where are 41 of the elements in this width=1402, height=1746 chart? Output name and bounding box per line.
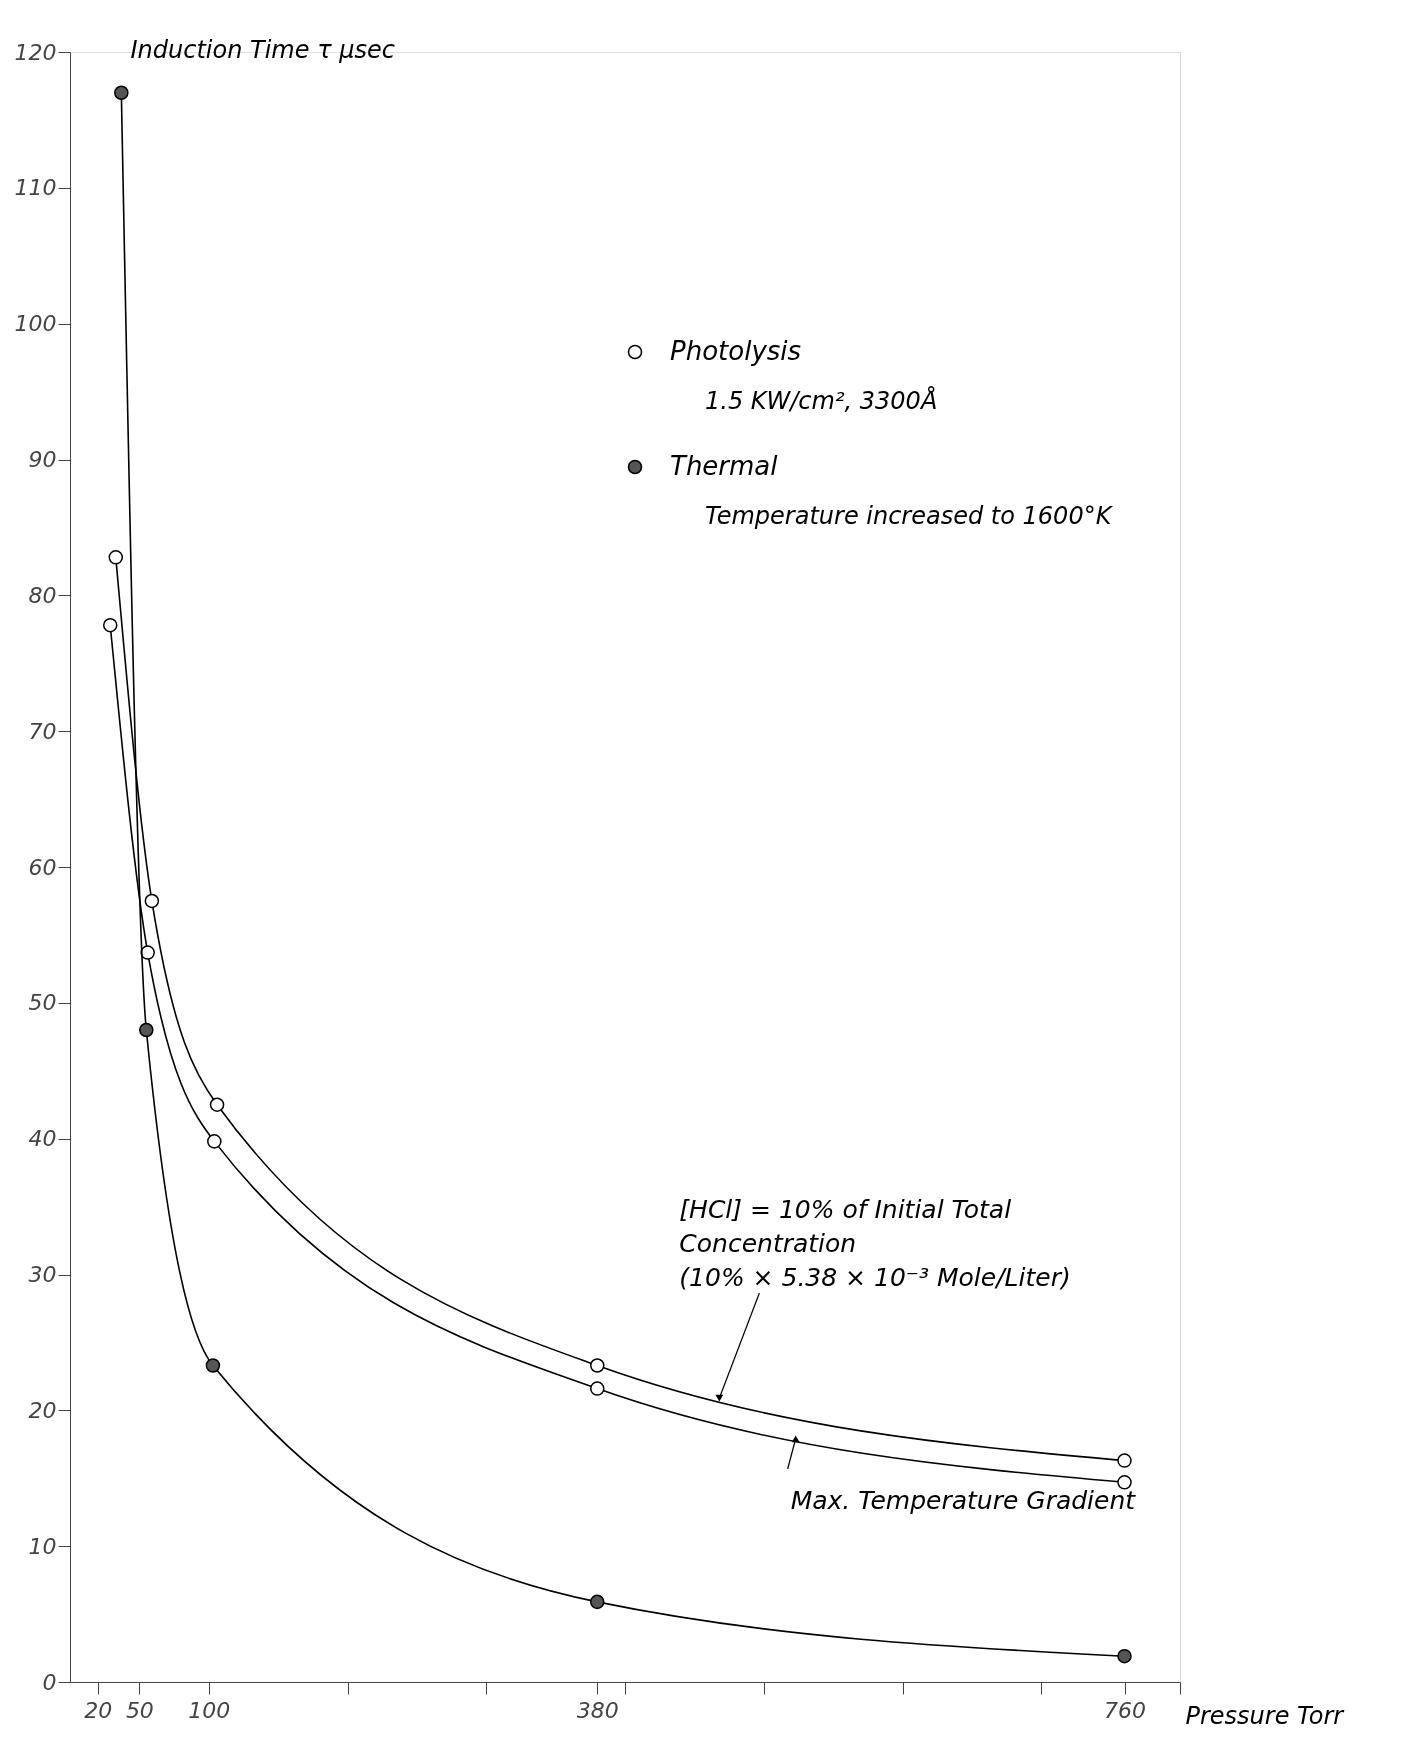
y-tick-label: 0 — [42, 1669, 57, 1695]
x-tick-label: 760 — [1104, 1697, 1146, 1723]
point — [589, 1594, 605, 1610]
point — [1117, 1475, 1132, 1490]
point — [144, 893, 160, 909]
point — [1117, 1453, 1132, 1468]
point — [205, 1358, 221, 1373]
y-tick-label: 90 — [28, 447, 57, 472]
point — [102, 617, 118, 633]
y-tick-label: 20 — [28, 1397, 57, 1423]
point — [114, 85, 129, 101]
y-tick-label: 100 — [14, 311, 57, 337]
point — [589, 1381, 605, 1396]
y-tick-label: 80 — [28, 582, 57, 608]
point — [589, 1358, 605, 1373]
x-tick-label: 20 — [84, 1697, 113, 1723]
y-tick-label: 40 — [28, 1126, 57, 1152]
y-tick-label: 110 — [14, 175, 57, 201]
point — [108, 550, 124, 565]
point — [140, 945, 155, 960]
annotation: Max. Temperature Gradient — [790, 1485, 1137, 1515]
annotation: 1.5 KW/cm², 3300Å — [705, 386, 938, 415]
y-tick-label: 60 — [28, 854, 57, 880]
legend-label: Thermal — [670, 451, 779, 481]
annotation: [HCl] = 10% of Initial Total Concentration (10% × 5.38 × 10⁻³ Mole/Liter) — [679, 1195, 1071, 1293]
y-axis-title: Induction Time τ μsec — [130, 35, 395, 64]
legend-label: Photolysis — [670, 336, 802, 366]
point — [207, 1134, 222, 1149]
point — [139, 1022, 154, 1038]
y-tick-label: 10 — [28, 1533, 57, 1559]
y-tick-label: 70 — [28, 718, 57, 744]
x-tick-label: 100 — [188, 1697, 231, 1723]
point — [1117, 1648, 1132, 1664]
annotation: Temperature increased to 1600°K — [705, 502, 1114, 530]
x-axis-title: Pressure Torr — [1185, 1701, 1346, 1730]
y-tick-label: 30 — [28, 1262, 57, 1287]
x-tick-label: 50 — [125, 1697, 154, 1723]
point — [209, 1097, 225, 1112]
y-tick-label: 50 — [28, 990, 57, 1016]
x-tick-label: 380 — [576, 1697, 619, 1723]
y-tick-label: 120 — [14, 39, 57, 65]
